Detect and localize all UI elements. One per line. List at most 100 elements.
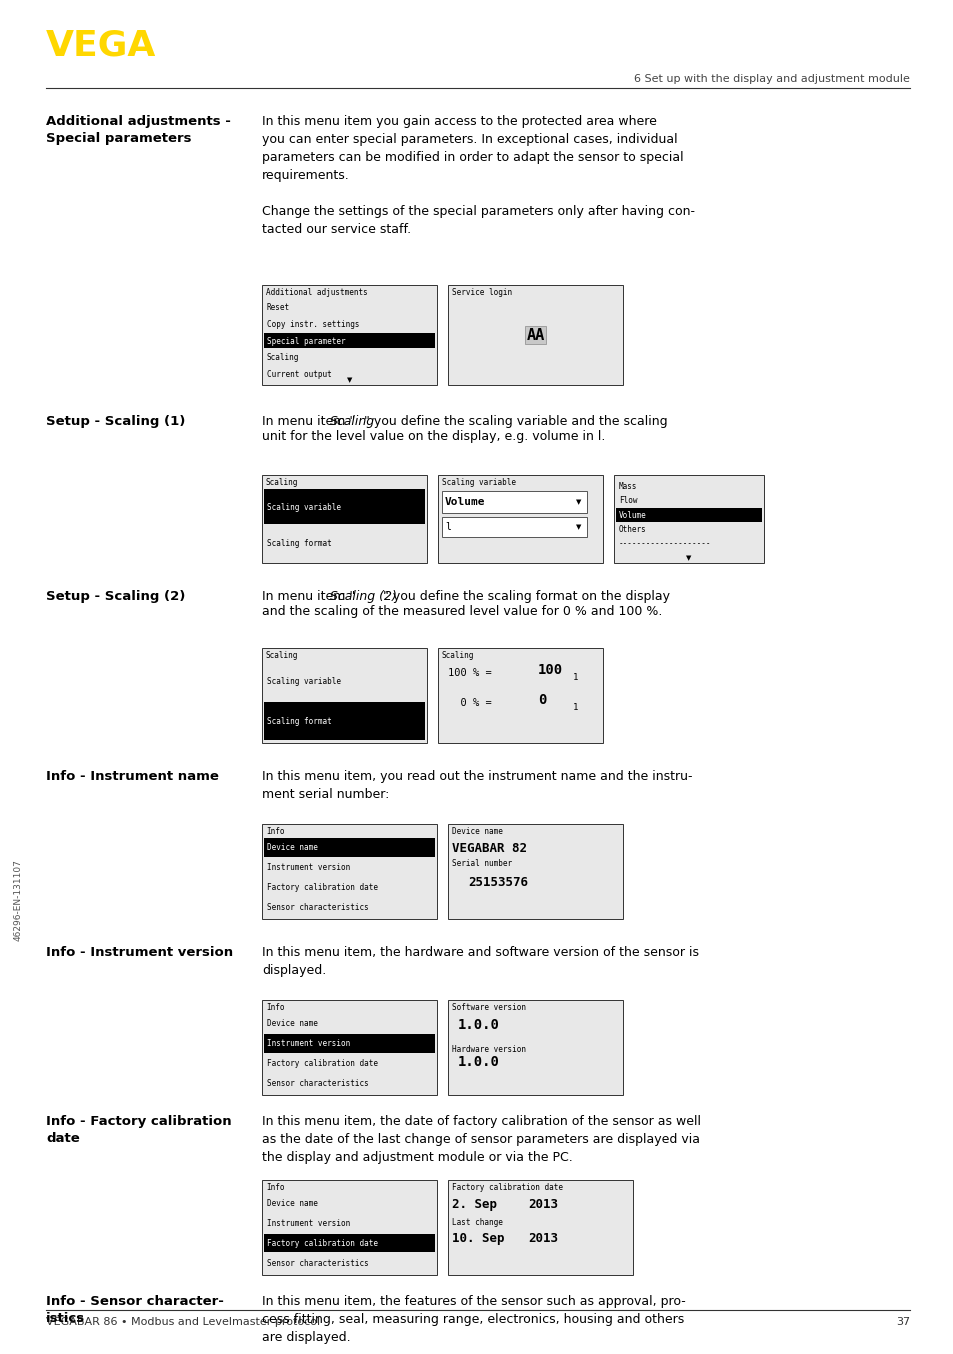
Text: Mass: Mass — [618, 482, 637, 490]
Text: Last change: Last change — [452, 1219, 502, 1227]
Text: Serial number: Serial number — [452, 858, 512, 868]
Text: Info: Info — [266, 827, 284, 835]
Bar — [262, 284, 436, 385]
Bar — [448, 825, 622, 919]
Bar — [264, 701, 424, 741]
Text: In menu item ": In menu item " — [262, 590, 355, 603]
Text: Info - Factory calibration: Info - Factory calibration — [46, 1114, 232, 1128]
Bar — [264, 333, 435, 348]
Bar — [264, 1233, 435, 1252]
Text: --------------------: -------------------- — [618, 539, 711, 548]
Bar — [262, 475, 427, 563]
Text: 2. Sep: 2. Sep — [452, 1198, 497, 1210]
Text: In menu item ": In menu item " — [262, 414, 355, 428]
Text: Info - Instrument version: Info - Instrument version — [46, 946, 233, 959]
Text: 2013: 2013 — [527, 1232, 558, 1244]
Text: Device name: Device name — [267, 844, 317, 853]
Text: Info: Info — [266, 1183, 284, 1192]
Text: Special parameters: Special parameters — [46, 131, 192, 145]
Text: Volume: Volume — [444, 497, 485, 506]
Bar — [448, 1001, 622, 1095]
Text: In this menu item, the hardware and software version of the sensor is
displayed.: In this menu item, the hardware and soft… — [262, 946, 699, 978]
Text: 2013: 2013 — [527, 1198, 558, 1210]
Text: Instrument version: Instrument version — [267, 862, 350, 872]
Text: 1: 1 — [573, 673, 578, 682]
Text: In this menu item, the date of factory calibration of the sensor as well
as the : In this menu item, the date of factory c… — [262, 1114, 700, 1164]
Bar — [262, 649, 427, 743]
Text: Info - Instrument name: Info - Instrument name — [46, 770, 218, 783]
Text: Scaling: Scaling — [441, 651, 474, 659]
Text: Factory calibration date: Factory calibration date — [267, 1059, 377, 1068]
Text: ▼: ▼ — [685, 555, 691, 561]
Text: Others: Others — [618, 525, 646, 533]
Text: VEGABAR 82: VEGABAR 82 — [452, 842, 526, 854]
Text: Scaling: Scaling — [266, 651, 298, 659]
Text: Copy instr. settings: Copy instr. settings — [267, 320, 359, 329]
Text: Sensor characteristics: Sensor characteristics — [267, 903, 369, 911]
Text: Instrument version: Instrument version — [267, 1219, 350, 1228]
Text: VEGA: VEGA — [46, 28, 156, 62]
Text: Scaling: Scaling — [266, 478, 298, 487]
Text: Device name: Device name — [267, 1200, 317, 1208]
Text: " you define the scaling variable and the scaling: " you define the scaling variable and th… — [363, 414, 667, 428]
Bar — [614, 475, 763, 563]
Text: Scaling variable: Scaling variable — [267, 502, 340, 512]
Text: Sensor characteristics: Sensor characteristics — [267, 1079, 369, 1087]
Bar — [448, 284, 622, 385]
Text: Instrument version: Instrument version — [267, 1039, 350, 1048]
Text: 25153576: 25153576 — [468, 876, 527, 890]
Text: unit for the level value on the display, e.g. volume in l.: unit for the level value on the display,… — [262, 431, 605, 443]
Text: " you define the scaling format on the display: " you define the scaling format on the d… — [383, 590, 670, 603]
Text: Scaling format: Scaling format — [267, 716, 332, 726]
Text: In this menu item, you read out the instrument name and the instru-
ment serial : In this menu item, you read out the inst… — [262, 770, 692, 802]
Text: Current output: Current output — [267, 370, 332, 379]
Text: 6 Set up with the display and adjustment module: 6 Set up with the display and adjustment… — [634, 74, 909, 84]
Text: 1.0.0: 1.0.0 — [457, 1018, 499, 1032]
Bar — [264, 1033, 435, 1052]
Text: Scaling: Scaling — [267, 353, 299, 363]
Text: 37: 37 — [895, 1317, 909, 1327]
Bar — [262, 1179, 436, 1275]
Text: 1.0.0: 1.0.0 — [457, 1055, 499, 1070]
Text: Factory calibration date: Factory calibration date — [267, 1239, 377, 1248]
Bar — [441, 492, 586, 513]
Text: Setup - Scaling (2): Setup - Scaling (2) — [46, 590, 185, 603]
Text: Factory calibration date: Factory calibration date — [452, 1183, 562, 1192]
Text: Info - Sensor character-: Info - Sensor character- — [46, 1294, 224, 1308]
Text: Reset: Reset — [267, 303, 290, 311]
Text: Device name: Device name — [267, 1020, 317, 1029]
Text: Scaling (2): Scaling (2) — [330, 590, 396, 603]
Text: Scaling: Scaling — [330, 414, 375, 428]
Text: Factory calibration date: Factory calibration date — [267, 883, 377, 892]
Bar — [264, 489, 424, 524]
Text: Special parameter: Special parameter — [267, 337, 345, 345]
Text: Info: Info — [266, 1003, 284, 1011]
Text: l: l — [444, 523, 451, 532]
Text: date: date — [46, 1132, 80, 1145]
Text: Volume: Volume — [618, 510, 646, 520]
Text: ▼: ▼ — [575, 500, 580, 505]
Text: Hardware version: Hardware version — [452, 1045, 525, 1053]
Bar — [437, 475, 602, 563]
Bar — [262, 1001, 436, 1095]
Text: Flow: Flow — [618, 496, 637, 505]
Text: ▼: ▼ — [575, 524, 580, 529]
Text: 1: 1 — [573, 704, 578, 712]
Text: Service login: Service login — [452, 288, 512, 297]
Text: 10. Sep: 10. Sep — [452, 1232, 504, 1244]
Text: istics: istics — [46, 1312, 85, 1326]
Text: Scaling variable: Scaling variable — [267, 677, 340, 686]
Text: Additional adjustments: Additional adjustments — [266, 288, 367, 297]
Text: Sensor characteristics: Sensor characteristics — [267, 1259, 369, 1267]
Bar — [441, 517, 586, 538]
Text: Software version: Software version — [452, 1003, 525, 1011]
Text: Additional adjustments -: Additional adjustments - — [46, 115, 231, 129]
Text: Scaling variable: Scaling variable — [441, 478, 516, 487]
Bar — [262, 825, 436, 919]
Text: 0 % =: 0 % = — [448, 699, 491, 708]
Text: AA: AA — [526, 328, 544, 343]
Text: Device name: Device name — [452, 827, 502, 835]
Bar — [448, 1179, 633, 1275]
Text: and the scaling of the measured level value for 0 % and 100 %.: and the scaling of the measured level va… — [262, 605, 661, 617]
Bar — [437, 649, 602, 743]
